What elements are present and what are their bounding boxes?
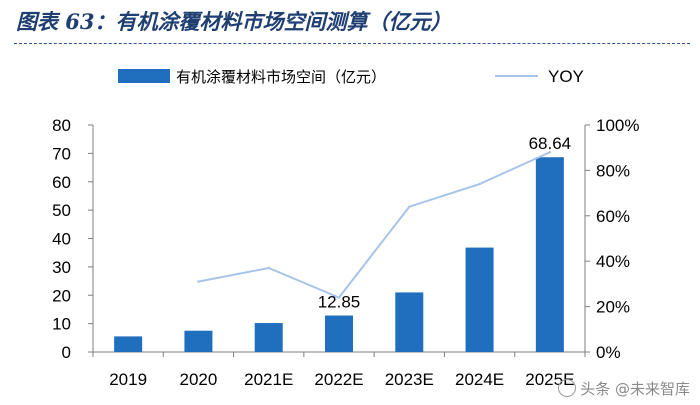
title-rule bbox=[14, 43, 690, 44]
watermark-text: 头条 @未来智库 bbox=[580, 380, 690, 398]
bar bbox=[325, 315, 353, 352]
bar bbox=[184, 330, 213, 352]
left-tick-label: 60 bbox=[52, 173, 71, 192]
x-tick-label: 2019 bbox=[109, 370, 147, 389]
right-tick-label: 80% bbox=[596, 161, 630, 180]
right-tick-label: 60% bbox=[596, 207, 630, 226]
left-tick-label: 70 bbox=[52, 144, 71, 163]
bar bbox=[395, 292, 424, 352]
x-tick-label: 2021E bbox=[244, 370, 293, 389]
bar bbox=[465, 247, 494, 352]
yoy-point bbox=[478, 182, 481, 186]
figure-title: 图表 63：有机涂覆材料市场空间测算（亿元） bbox=[16, 9, 452, 34]
left-tick-label: 50 bbox=[52, 201, 71, 220]
left-tick-label: 20 bbox=[52, 286, 71, 305]
legend-bar-swatch bbox=[118, 69, 170, 83]
data-label: 68.64 bbox=[529, 134, 572, 153]
bar bbox=[114, 336, 143, 352]
x-tick-label: 2024E bbox=[455, 370, 504, 389]
left-tick-label: 30 bbox=[52, 258, 71, 277]
yoy-point bbox=[267, 266, 270, 270]
bar bbox=[254, 323, 283, 352]
yoy-point bbox=[408, 205, 411, 208]
right-tick-label: 40% bbox=[596, 252, 630, 271]
right-tick-label: 100% bbox=[596, 116, 639, 135]
yoy-point bbox=[337, 296, 341, 299]
bar bbox=[535, 157, 564, 352]
left-tick-label: 0 bbox=[62, 343, 71, 362]
data-label: 12.85 bbox=[318, 293, 361, 312]
legend-bar-label: 有机涂覆材料市场空间（亿元） bbox=[176, 68, 386, 86]
x-tick-label: 2020 bbox=[180, 370, 218, 389]
yoy-point bbox=[548, 151, 552, 154]
legend-line-label: YOY bbox=[548, 67, 584, 86]
wechat-icon bbox=[558, 379, 577, 397]
left-tick-label: 10 bbox=[52, 315, 71, 334]
watermark: 头条 @未来智库 bbox=[558, 378, 690, 399]
left-tick-label: 80 bbox=[52, 116, 71, 135]
left-tick-label: 40 bbox=[52, 230, 71, 249]
right-tick-label: 0% bbox=[596, 343, 621, 362]
right-tick-label: 20% bbox=[596, 298, 630, 317]
yoy-series-line bbox=[198, 151, 551, 299]
x-tick-label: 2022E bbox=[314, 370, 363, 389]
x-tick-label: 2023E bbox=[385, 370, 434, 389]
yoy-point bbox=[197, 280, 200, 283]
